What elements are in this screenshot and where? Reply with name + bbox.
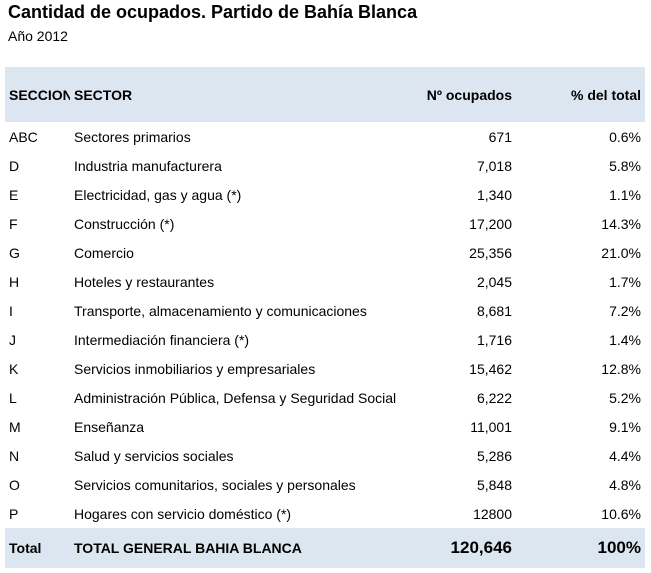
table-row: I Transporte, almacenamiento y comunicaci… bbox=[5, 296, 645, 325]
header-row: SECCION SECTOR Nº ocupados % del total bbox=[5, 67, 645, 122]
table-cell: N bbox=[9, 447, 20, 464]
table-row: N Salud y servicios sociales 5,286 4.4% bbox=[5, 441, 645, 470]
table-row: D Industria manufacturera 7,018 5.8% bbox=[5, 151, 645, 180]
table-cell: J bbox=[9, 331, 16, 348]
table-row: P Hogares con servicio doméstico (*) 12800… bbox=[5, 499, 645, 528]
table-cell: P bbox=[9, 505, 19, 522]
table-cell: Industria manufacturera bbox=[74, 157, 222, 174]
table-cell: 5,286 bbox=[476, 447, 512, 464]
table-cell: Administración Pública, Defensa y Seguri… bbox=[74, 389, 397, 406]
table-cell: Transporte, almacenamiento y comunicacio… bbox=[74, 302, 367, 319]
table-cell: Salud y servicios sociales bbox=[74, 447, 234, 464]
table-cell: Construcción (*) bbox=[74, 215, 175, 232]
table-cell: 1.7% bbox=[609, 273, 641, 290]
table-cell: M bbox=[9, 418, 21, 435]
table-cell: 1,716 bbox=[476, 331, 512, 348]
table-cell: Enseñanza bbox=[74, 418, 145, 435]
total-row: Total TOTAL GENERAL BAHIA BLANCA 120,646 10… bbox=[5, 528, 645, 568]
table-cell: O bbox=[9, 476, 20, 493]
table-cell: Hoteles y restaurantes bbox=[74, 273, 215, 290]
table-cell: 1,340 bbox=[476, 186, 512, 203]
table-cell: 671 bbox=[488, 128, 512, 145]
table-cell: 12800 bbox=[473, 505, 512, 522]
table-row: F Construcción (*) 17,200 14.3% bbox=[5, 209, 645, 238]
table-cell: 2,045 bbox=[476, 273, 512, 290]
table-cell: 4.4% bbox=[609, 447, 641, 464]
table-cell: Sectores primarios bbox=[74, 128, 191, 145]
table-row: K Servicios inmobiliarios y empresariales… bbox=[5, 354, 645, 383]
total-cell: Total bbox=[9, 540, 42, 556]
column-header: SECCION bbox=[9, 86, 70, 103]
table-row: H Hoteles y restaurantes 2,045 1.7% bbox=[5, 267, 645, 296]
table-cell: Electricidad, gas y agua (*) bbox=[74, 186, 242, 203]
table-cell: Servicios inmobiliarios y empresariales bbox=[74, 360, 316, 377]
table-cell: 5,848 bbox=[476, 476, 512, 493]
table-cell: H bbox=[9, 273, 20, 290]
table-cell: 12.8% bbox=[601, 360, 641, 377]
table-row: G Comercio 25,356 21.0% bbox=[5, 238, 645, 267]
table-cell: D bbox=[9, 157, 20, 174]
table-cell: 10.6% bbox=[601, 505, 641, 522]
table-cell: K bbox=[9, 360, 19, 377]
table-cell: 0.6% bbox=[609, 128, 641, 145]
table-cell: L bbox=[9, 389, 17, 406]
title: Cantidad de ocupados. Partido de Bahía B… bbox=[8, 2, 418, 22]
table-cell: 25,356 bbox=[469, 244, 512, 261]
table-cell: Comercio bbox=[74, 244, 134, 261]
table-cell: G bbox=[9, 244, 20, 261]
column-header: % del total bbox=[570, 86, 641, 103]
total-cell: 120,646 bbox=[450, 538, 512, 557]
table-cell: 8,681 bbox=[476, 302, 512, 319]
table-cell: 1.4% bbox=[609, 331, 641, 348]
table-row: J Intermediación financiera (*) 1,716 1.4% bbox=[5, 325, 645, 354]
table-cell: 11,001 bbox=[470, 418, 512, 435]
table-cell: 14.3% bbox=[601, 215, 641, 232]
table-cell: Hogares con servicio doméstico (*) bbox=[74, 505, 292, 522]
total-cell: 100% bbox=[597, 538, 641, 557]
data-table: SECCION SECTOR Nº ocupados % del total ABC S… bbox=[5, 67, 645, 568]
table-cell: Servicios comunitarios, sociales y perso… bbox=[74, 476, 356, 493]
table-cell: 9.1% bbox=[609, 418, 641, 435]
table-cell: 15,462 bbox=[469, 360, 512, 377]
table-cell: 5.2% bbox=[609, 389, 641, 406]
table-cell: I bbox=[9, 302, 13, 319]
subtitle: Año 2012 bbox=[8, 28, 68, 44]
table-row: ABC Sectores primarios 671 0.6% bbox=[5, 122, 645, 151]
table-cell: 4.8% bbox=[609, 476, 641, 493]
table-cell: 7,018 bbox=[476, 157, 512, 174]
table-row: E Electricidad, gas y agua (*) 1,340 1.1% bbox=[5, 180, 645, 209]
table-cell: 5.8% bbox=[609, 157, 641, 174]
table-row: O Servicios comunitarios, sociales y pers… bbox=[5, 470, 645, 499]
table-cell: 6,222 bbox=[476, 389, 512, 406]
table-cell: ABC bbox=[9, 128, 38, 145]
total-cell: TOTAL GENERAL BAHIA BLANCA bbox=[74, 540, 302, 556]
column-header: SECTOR bbox=[74, 86, 133, 103]
table-cell: F bbox=[9, 215, 18, 232]
table-cell: Intermediación financiera (*) bbox=[74, 331, 250, 348]
table-row: M Enseñanza 11,001 9.1% bbox=[5, 412, 645, 441]
table-cell: 7.2% bbox=[609, 302, 641, 319]
table-cell: 17,200 bbox=[469, 215, 512, 232]
table-cell: 1.1% bbox=[609, 186, 641, 203]
table-cell: E bbox=[9, 186, 19, 203]
table-row: L Administración Pública, Defensa y Segur… bbox=[5, 383, 645, 412]
column-header: Nº ocupados bbox=[426, 86, 512, 103]
table-cell: 21.0% bbox=[601, 244, 641, 261]
